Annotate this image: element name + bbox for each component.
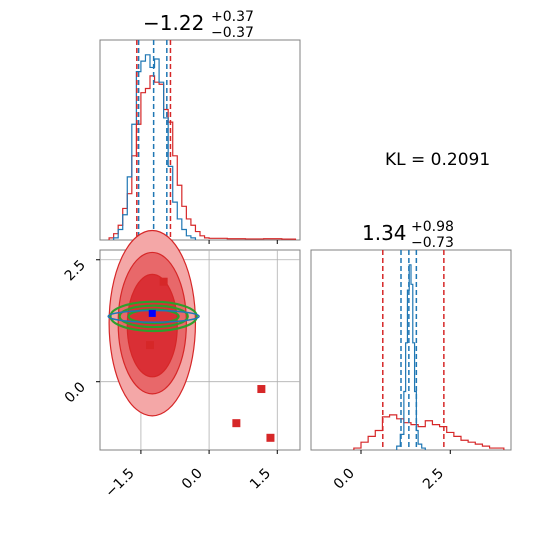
red-square-2 xyxy=(232,419,241,428)
panel-top-left xyxy=(108,40,297,244)
hist-series-2-0 xyxy=(353,414,505,450)
red-square-1 xyxy=(146,341,154,350)
title-bottom-right-upper: +0.98 xyxy=(411,219,454,235)
title-bottom-right-value: 1.34 xyxy=(362,221,407,245)
hist-series-0-1 xyxy=(113,54,197,240)
title-top-left-value: −1.22 xyxy=(143,11,204,35)
red-square-4 xyxy=(266,433,275,442)
scatter-y-tick-label-1: 2.5 xyxy=(62,257,89,284)
panel-bottom-left-frame xyxy=(99,249,301,451)
panel-bottom-right-frame xyxy=(310,249,512,451)
kl-annotation: KL = 0.2091 xyxy=(385,150,490,170)
panel-bottom-right: 0.0 2.5 xyxy=(331,250,505,493)
red-square-0 xyxy=(159,277,168,286)
panel-bottom-left: −1.5 0.0 1.5 0.0 2.5 xyxy=(62,229,300,501)
scatter-x-tick-label-1: 0.0 xyxy=(179,466,206,493)
x-tick-label-bottom-right-1: 2.5 xyxy=(420,466,447,493)
hist-series-2-1 xyxy=(396,264,426,450)
panel-top-left-frame xyxy=(99,39,301,241)
scatter-x-tick-label-2: 1.5 xyxy=(247,466,274,493)
red-contour-2 xyxy=(126,273,178,378)
green-ellipse-2 xyxy=(127,308,180,325)
title-top-left-upper: +0.37 xyxy=(211,9,254,25)
x-tick-label-bottom-right-0: 0.0 xyxy=(331,466,358,493)
title-bottom-right-lower: −0.73 xyxy=(411,235,454,251)
scatter-x-tick-label-0: −1.5 xyxy=(102,466,137,501)
title-top-left-lower: −0.37 xyxy=(211,25,254,41)
scatter-y-tick-label-0: 0.0 xyxy=(62,379,89,406)
red-square-3 xyxy=(257,385,266,394)
green-ellipse-1 xyxy=(118,304,189,329)
blue-square xyxy=(148,309,156,317)
green-ellipse-0 xyxy=(109,300,198,333)
